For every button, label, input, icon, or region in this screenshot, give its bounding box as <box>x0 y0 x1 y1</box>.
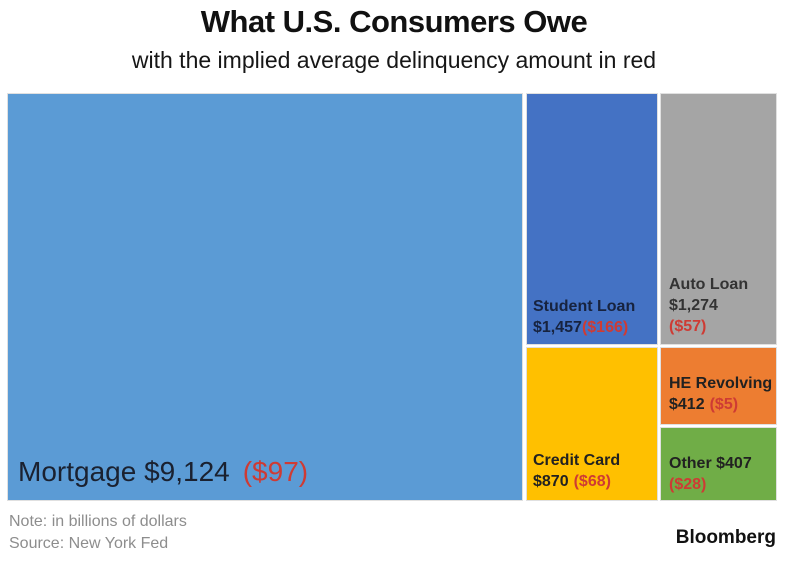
tile-value-line: $1,457($166) <box>533 317 635 338</box>
chart-title: What U.S. Consumers Owe <box>200 4 588 39</box>
tile-name-text: Student Loan <box>533 298 636 315</box>
treemap-tile-he-revolving: HE Revolving $412 ($5) <box>660 347 777 425</box>
treemap-tile-other: Other $407 ($28) <box>660 427 777 501</box>
tile-label-mortgage: Mortgage $9,124 ($97) <box>18 456 308 488</box>
tile-delinquency-text: ($68) <box>573 473 611 490</box>
treemap-tile-student-loan: Student Loan $1,457($166) <box>526 93 658 345</box>
tile-label-student-loan: Student Loan $1,457($166) <box>533 296 635 338</box>
chart-header: What U.S. Consumers Owe with the implied… <box>0 4 788 74</box>
note-text: Note: in billions of dollars <box>9 513 187 530</box>
treemap-tile-mortgage: Mortgage $9,124 ($97) <box>7 93 523 501</box>
bloomberg-logo: Bloomberg <box>675 527 776 548</box>
chart-subtitle: with the implied average delinquency amo… <box>131 47 657 73</box>
tile-value-text: $1,274 <box>669 297 718 314</box>
tile-name-text: HE Revolving <box>669 375 773 392</box>
tile-label-credit-card: Credit Card $870 ($68) <box>533 450 620 492</box>
source-text: Source: New York Fed <box>9 535 169 552</box>
tile-value-text: Mortgage $9,124 <box>18 456 230 487</box>
tile-value-text: $412 <box>669 396 705 413</box>
tile-name-text: Other $407 <box>669 455 752 472</box>
tile-name-text: Auto Loan <box>669 276 749 293</box>
tile-name-text: Credit Card <box>533 452 621 469</box>
tile-value-line: $412 ($5) <box>669 394 772 415</box>
tile-delinquency-text: ($166) <box>581 319 629 336</box>
tile-value-text: $870 <box>533 473 569 490</box>
tile-label-other: Other $407 ($28) <box>669 453 752 495</box>
tile-value-line: $870 ($68) <box>533 471 620 492</box>
footer-notes: Note: in billions of dollars Source: New… <box>9 511 187 555</box>
tile-delinquency-text: ($5) <box>709 396 739 413</box>
tile-label-auto-loan: Auto Loan $1,274 ($57) <box>669 274 748 337</box>
treemap-tile-auto-loan: Auto Loan $1,274 ($57) <box>660 93 777 345</box>
tile-delinquency-text: ($97) <box>242 456 309 487</box>
treemap-tile-credit-card: Credit Card $870 ($68) <box>526 347 658 501</box>
tile-delinquency-text: ($57) <box>669 318 707 335</box>
tile-value-text: $1,457 <box>533 319 582 336</box>
tile-label-he-revolving: HE Revolving $412 ($5) <box>669 373 772 415</box>
tile-delinquency-text: ($28) <box>669 476 707 493</box>
treemap: Mortgage $9,124 ($97) Student Loan $1,457… <box>7 93 777 501</box>
